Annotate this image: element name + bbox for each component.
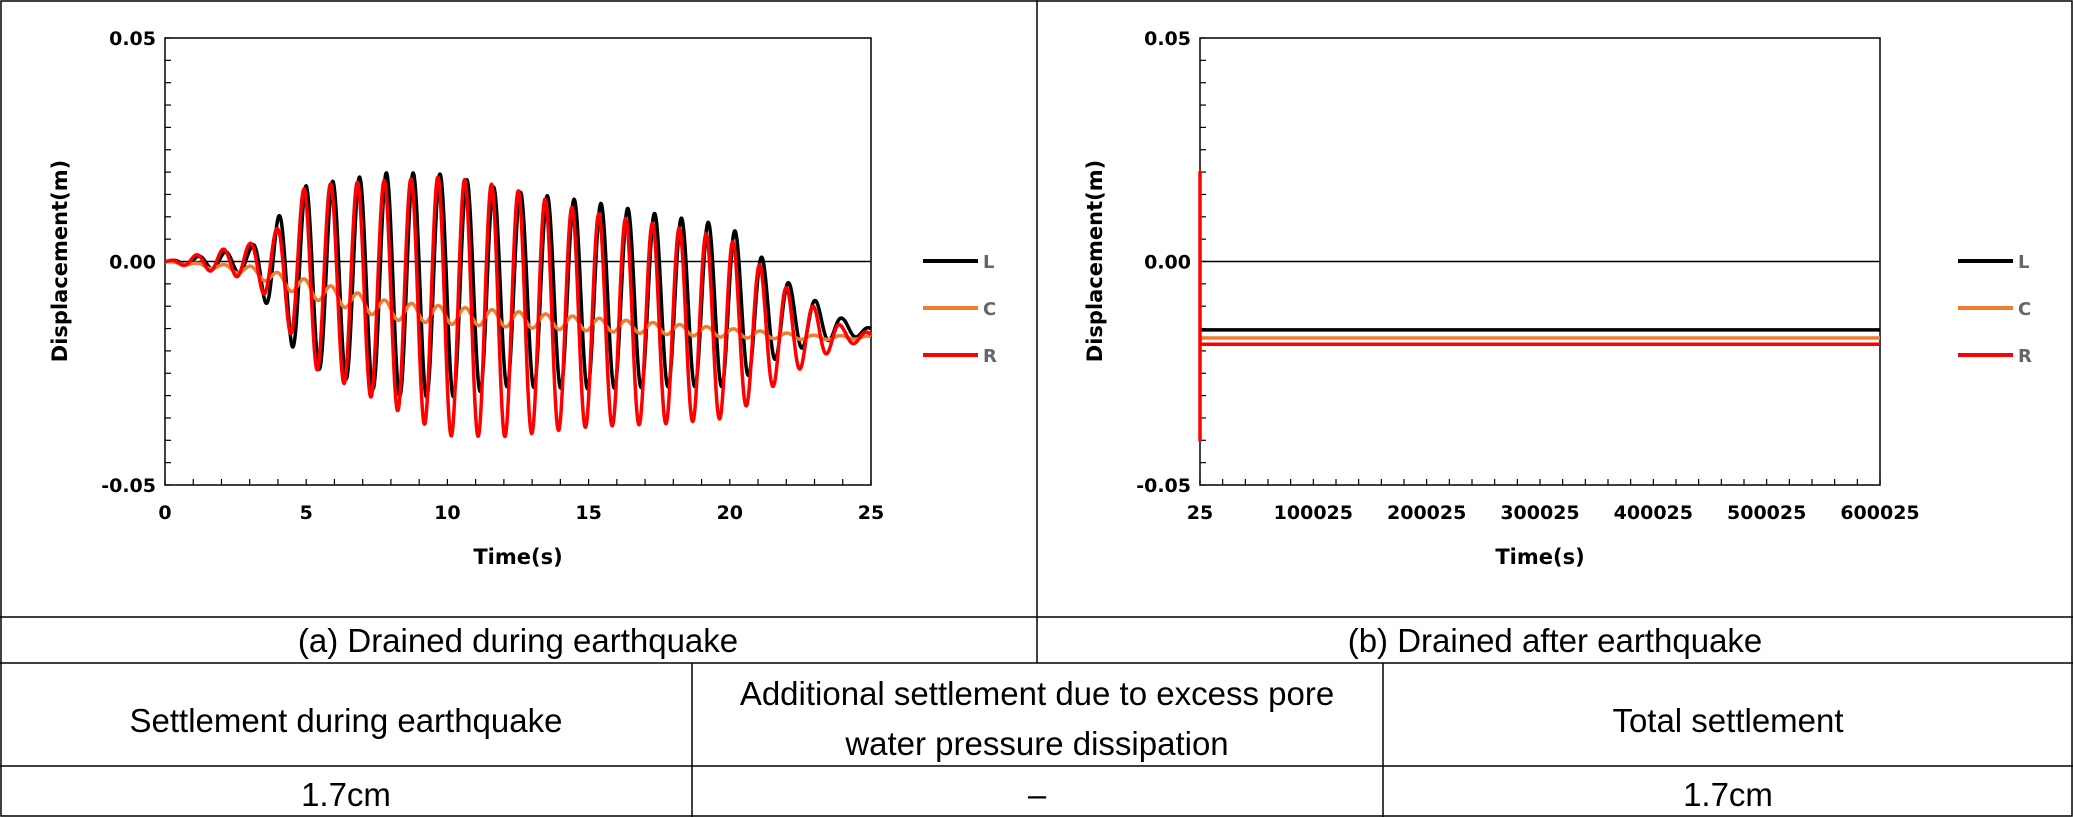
x-tick-label: 600025: [1840, 502, 1919, 524]
y-tick-label: 0.00: [1144, 252, 1191, 274]
value-total-settlement: 1.7cm: [1683, 776, 1773, 813]
x-axis-title-a: Time(s): [473, 545, 562, 569]
caption-b: (b) Drained after earthquake: [1348, 622, 1763, 659]
y-tick-label: -0.05: [101, 475, 156, 497]
x-tick-label: 300025: [1500, 502, 1579, 524]
chart-drained-after-earthquake: 0.05 0.00 -0.05 25 100025 200025 300025 400025…: [1083, 28, 2032, 569]
y-axis-title-a: Displacement(m): [48, 160, 72, 362]
x-tick-label: 5: [300, 502, 313, 524]
header-total-settlement: Total settlement: [1612, 702, 1843, 739]
x-tick-label: 15: [575, 502, 601, 524]
x-tick-label: 0: [158, 502, 171, 524]
value-settlement-during: 1.7cm: [301, 776, 391, 813]
header-additional-settlement-line-2: water pressure dissipation: [844, 725, 1228, 762]
header-additional-settlement-line-1: Additional settlement due to excess pore: [740, 675, 1334, 712]
y-tick-label: -0.05: [1136, 475, 1191, 497]
x-tick-label: 10: [434, 502, 460, 524]
legend-label-l: L: [983, 252, 994, 273]
series-line-l: [163, 171, 873, 399]
header-settlement-during: Settlement during earthquake: [130, 702, 563, 739]
x-tick-label: 25: [858, 502, 884, 524]
x-tick-label: 100025: [1274, 502, 1353, 524]
x-tick-label: 20: [717, 502, 743, 524]
y-tick-label: 0.00: [109, 252, 156, 274]
legend-label-l: L: [2018, 252, 2029, 273]
x-tick-label: 25: [1187, 502, 1213, 524]
chart-drained-during-earthquake: 0.05 0.00 -0.05 0 5 10 15 20 25 Displacement(m)…: [48, 28, 997, 569]
x-tick-label: 500025: [1727, 502, 1806, 524]
x-tick-label: 400025: [1614, 502, 1693, 524]
series-line-r: [163, 175, 873, 439]
legend-label-c: C: [2018, 299, 2031, 320]
y-tick-label: 0.05: [1144, 28, 1191, 50]
series-line-r: [1198, 170, 1880, 443]
x-tick-label: 200025: [1387, 502, 1466, 524]
x-axis-title-b: Time(s): [1495, 545, 1584, 569]
y-axis-title-b: Displacement(m): [1083, 160, 1107, 362]
legend-label-r: R: [983, 346, 997, 367]
value-additional-settlement: –: [1028, 776, 1047, 813]
legend-label-r: R: [2018, 346, 2032, 367]
legend-label-c: C: [983, 299, 996, 320]
caption-a: (a) Drained during earthquake: [298, 622, 738, 659]
y-tick-label: 0.05: [109, 28, 156, 50]
